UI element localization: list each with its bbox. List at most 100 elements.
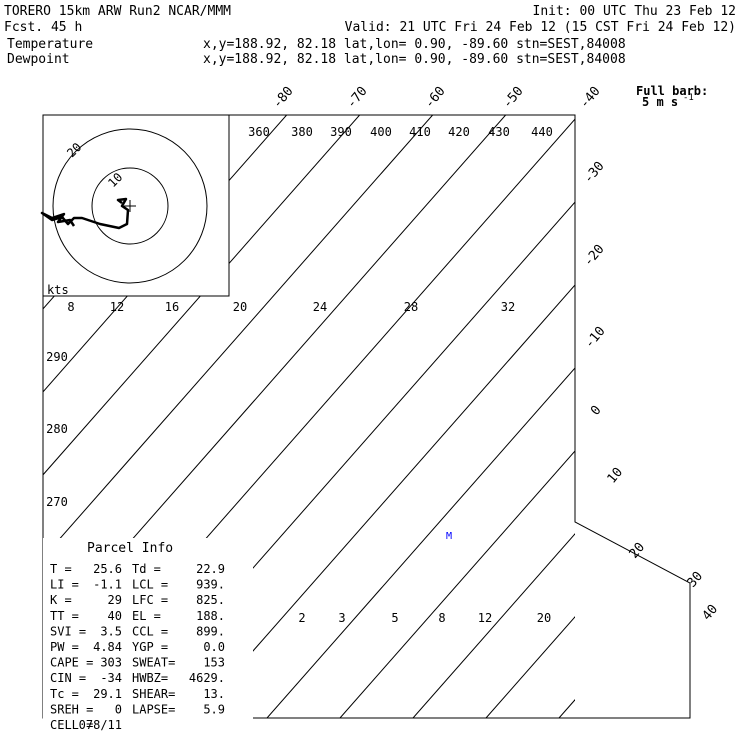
parcel-key: YGP = bbox=[132, 640, 168, 654]
parcel-value: 303 bbox=[100, 656, 122, 670]
parcel-key: Td = bbox=[132, 562, 161, 576]
isotherm-top-label: -60 bbox=[422, 84, 449, 112]
theta-side-label: 270 bbox=[46, 495, 68, 509]
mixing-ratio-label: 3 bbox=[338, 611, 345, 625]
curve-marker: M bbox=[446, 531, 452, 542]
parcel-key: SREH = bbox=[50, 702, 93, 716]
parcel-title: Parcel Info bbox=[87, 541, 173, 556]
isotherm-right-label: 20 bbox=[627, 540, 649, 562]
parcel-key: TT = bbox=[50, 609, 79, 623]
parcel-bg bbox=[43, 538, 253, 728]
parcel-key: LAPSE= bbox=[132, 702, 175, 716]
parcel-value: 25.6 bbox=[93, 562, 122, 576]
mixing-ratio-label: 20 bbox=[537, 611, 551, 625]
isotherm-line bbox=[412, 533, 575, 718]
parcel-value: 29.1 bbox=[93, 687, 122, 701]
mixing-ratio-label: 20 bbox=[233, 300, 247, 314]
isotherm-right-label: -30 bbox=[581, 159, 608, 187]
theta-label: 390 bbox=[330, 125, 352, 139]
point-info-temp: x,y=188.92, 82.18 lat,lon= 0.90, -89.60 … bbox=[203, 37, 626, 52]
mixing-ratio-label: 32 bbox=[501, 300, 515, 314]
parcel-key: K = bbox=[50, 593, 72, 607]
header-init: Init: 00 UTC Thu 23 Feb 12 bbox=[533, 4, 737, 19]
parcel-key: CELL = bbox=[50, 718, 93, 732]
barb-key-exponent: -1 bbox=[683, 93, 694, 103]
parcel-key: EL = bbox=[132, 609, 161, 623]
isotherm-right-label: 40 bbox=[700, 602, 722, 624]
parcel-key: SHEAR= bbox=[132, 687, 175, 701]
header-line2-left: Fcst. 45 h bbox=[4, 20, 82, 35]
isotherm-line bbox=[632, 115, 740, 718]
hodograph-ring bbox=[52, 128, 208, 284]
isotherm-top-label: -50 bbox=[500, 84, 527, 112]
header-valid: Valid: 21 UTC Fri 24 Feb 12 (15 CST Fri … bbox=[345, 20, 736, 35]
isotherm-line bbox=[705, 115, 740, 718]
parcel-key: CAPE = bbox=[50, 656, 93, 670]
theta-side-label: 290 bbox=[46, 350, 68, 364]
parcel-value: 939. bbox=[196, 578, 225, 592]
isotherm-top-label: -80 bbox=[270, 84, 297, 112]
parcel-value: 188. bbox=[196, 609, 225, 623]
parcel-value: 13. bbox=[203, 687, 225, 701]
parcel-key: PW = bbox=[50, 640, 79, 654]
parcel-value: -1.1 bbox=[93, 578, 122, 592]
parcel-value: 0.0 bbox=[203, 640, 225, 654]
parcel-value: 3.5 bbox=[100, 624, 122, 638]
isotherm-line bbox=[339, 450, 575, 718]
barb-key-value: 5 m s bbox=[642, 95, 678, 109]
isotherm-line bbox=[193, 284, 575, 718]
parcel-key: CCL = bbox=[132, 624, 168, 638]
mixing-ratio-label: 12 bbox=[478, 611, 492, 625]
isotherm-top-label: -70 bbox=[344, 84, 371, 112]
parcel-value: 4.84 bbox=[93, 640, 122, 654]
mixing-ratio-label: 8 bbox=[67, 300, 74, 314]
parcel-value: 22.9 bbox=[196, 562, 225, 576]
isotherm-right-label: -10 bbox=[582, 324, 609, 352]
parcel-key: HWBZ= bbox=[132, 671, 168, 685]
parcel-value: 153 bbox=[203, 656, 225, 670]
hodograph-ring bbox=[91, 167, 169, 245]
theta-label: 440 bbox=[531, 125, 553, 139]
parcel-value: -34 bbox=[100, 671, 122, 685]
theta-label: 360 bbox=[248, 125, 270, 139]
hodograph-unit: kts bbox=[47, 283, 69, 297]
parcel-key: LCL = bbox=[132, 578, 168, 592]
mixing-ratio-label: 2 bbox=[298, 611, 305, 625]
parcel-value: 078/11 bbox=[79, 718, 122, 732]
parcel-value: 825. bbox=[196, 593, 225, 607]
theta-label: 410 bbox=[409, 125, 431, 139]
isotherm-right-label: -20 bbox=[581, 242, 608, 270]
isotherm-line bbox=[43, 115, 434, 559]
parcel-value: 4629. bbox=[189, 671, 225, 685]
isotherm-line bbox=[266, 367, 575, 718]
mixing-ratio-label: 5 bbox=[391, 611, 398, 625]
curves-layer: M bbox=[446, 531, 452, 542]
mixing-ratio-label: 16 bbox=[165, 300, 179, 314]
labels-layer: TORERO 15km ARW Run2 NCAR/MMM Init: 00 UT… bbox=[4, 4, 737, 625]
parcel-value: 0 bbox=[115, 702, 122, 716]
parcel-key: T = bbox=[50, 562, 72, 576]
isotherm-line bbox=[558, 699, 575, 718]
parcel-value: 29 bbox=[108, 593, 122, 607]
mixing-ratio-label: 8 bbox=[438, 611, 445, 625]
mixing-ratio-label: 28 bbox=[404, 300, 418, 314]
isotherm-line bbox=[485, 616, 575, 718]
parcel-value: 40 bbox=[108, 609, 122, 623]
mixing-ratio-label: 24 bbox=[313, 300, 327, 314]
isotherm-right-label: 0 bbox=[588, 403, 605, 419]
barb-key-title: Full barb: bbox=[636, 84, 708, 98]
theta-label: 380 bbox=[291, 125, 313, 139]
isotherm-line bbox=[43, 115, 361, 476]
parcel-key: LI = bbox=[50, 578, 79, 592]
point-info-dew: x,y=188.92, 82.18 lat,lon= 0.90, -89.60 … bbox=[203, 52, 626, 67]
parcel-info-box: Parcel Info T = 25.6 Td = 22.9 LI = -1.1 LCL = 9… bbox=[43, 538, 253, 732]
isotherm-right-label: 10 bbox=[605, 465, 627, 487]
theta-label: 430 bbox=[488, 125, 510, 139]
isotherm-top-label: -40 bbox=[577, 84, 604, 112]
legend-temperature: Temperature bbox=[7, 37, 93, 52]
isotherm-right-label: 30 bbox=[685, 569, 707, 591]
parcel-key: SWEAT= bbox=[132, 656, 175, 670]
